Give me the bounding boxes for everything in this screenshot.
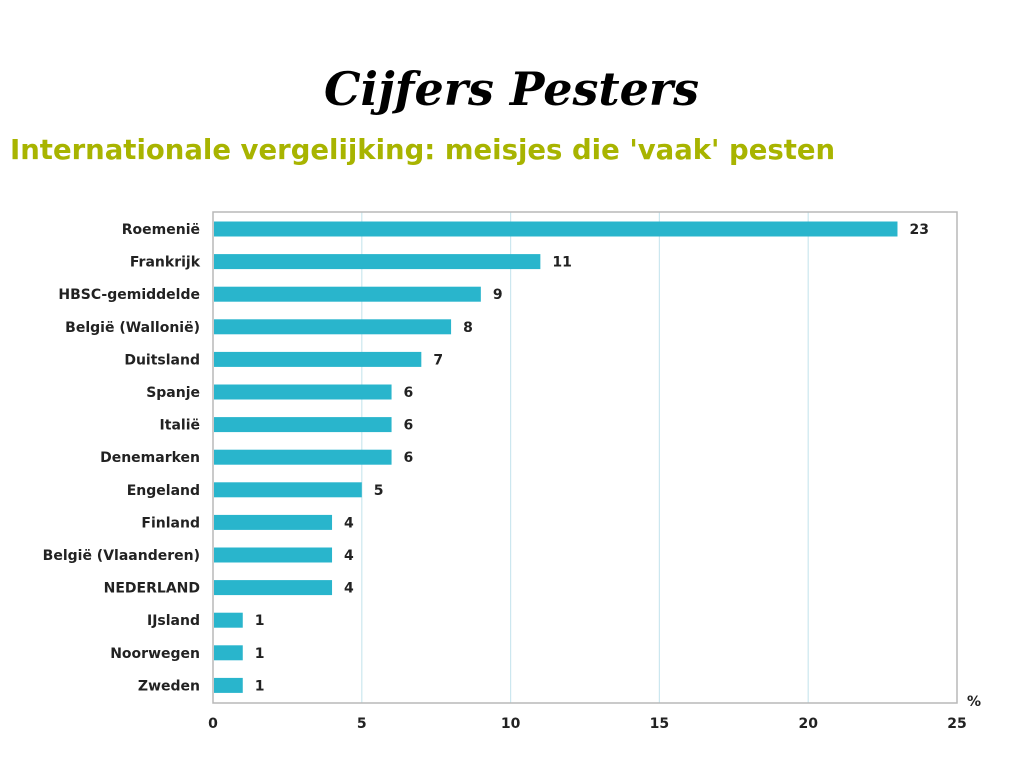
category-label: Roemenië xyxy=(122,222,200,238)
x-tick-label: 10 xyxy=(501,716,521,732)
x-tick-label: 0 xyxy=(208,716,218,732)
bar xyxy=(214,645,243,661)
bar xyxy=(214,612,243,628)
category-label: HBSC-gemiddelde xyxy=(58,287,200,303)
category-label: Denemarken xyxy=(100,450,200,466)
value-label: 1 xyxy=(255,613,265,629)
bar xyxy=(214,254,541,270)
category-label: Spanje xyxy=(146,385,200,401)
x-axis-unit: % xyxy=(967,694,981,710)
slide-title: Cijfers Pesters xyxy=(323,62,700,116)
category-label: België (Vlaanderen) xyxy=(43,548,200,564)
x-tick-label: 20 xyxy=(798,716,818,732)
category-label: IJsland xyxy=(147,613,200,629)
value-label: 4 xyxy=(344,515,354,531)
x-axis-ticks: 0 5 10 15 20 25 xyxy=(208,716,967,732)
value-label: 9 xyxy=(493,287,503,303)
bar xyxy=(214,677,243,693)
category-label: België (Wallonië) xyxy=(65,320,200,336)
plot-frame xyxy=(212,211,958,704)
category-label: NEDERLAND xyxy=(104,581,200,597)
value-label: 4 xyxy=(344,548,354,564)
x-tick-label: 25 xyxy=(947,716,966,732)
bar xyxy=(214,221,898,237)
bar xyxy=(214,286,481,302)
value-label: 4 xyxy=(344,581,354,597)
bar xyxy=(214,417,392,433)
category-label: Zweden xyxy=(138,678,200,694)
bar xyxy=(214,449,392,465)
value-label: 6 xyxy=(404,450,414,466)
category-label: Duitsland xyxy=(124,352,200,368)
value-label: 1 xyxy=(255,678,265,694)
x-tick-label: 15 xyxy=(650,716,669,732)
bar xyxy=(214,514,333,530)
bar xyxy=(214,384,392,400)
bar xyxy=(214,580,333,596)
value-label: 6 xyxy=(404,385,414,401)
bar xyxy=(214,547,333,563)
value-label: 23 xyxy=(909,222,928,238)
value-label: 1 xyxy=(255,646,265,662)
grid-lines xyxy=(361,212,809,703)
bar xyxy=(214,482,362,498)
bar xyxy=(214,319,452,335)
bars xyxy=(214,221,898,693)
value-label: 5 xyxy=(374,483,384,499)
value-label: 7 xyxy=(433,352,443,368)
category-label: Engeland xyxy=(127,483,200,499)
category-label: Frankrijk xyxy=(130,255,201,271)
value-label: 6 xyxy=(404,418,414,434)
x-tick-label: 5 xyxy=(357,716,367,732)
category-label: Italië xyxy=(160,418,200,434)
chart-title: Internationale vergelijking: meisjes die… xyxy=(10,134,836,166)
value-label: 11 xyxy=(552,255,571,271)
category-labels: Roemenië Frankrijk HBSC-gemiddelde België (… xyxy=(43,222,201,694)
category-label: Finland xyxy=(141,515,200,531)
category-label: Noorwegen xyxy=(110,646,200,662)
value-label: 8 xyxy=(463,320,473,336)
bar xyxy=(214,351,422,367)
